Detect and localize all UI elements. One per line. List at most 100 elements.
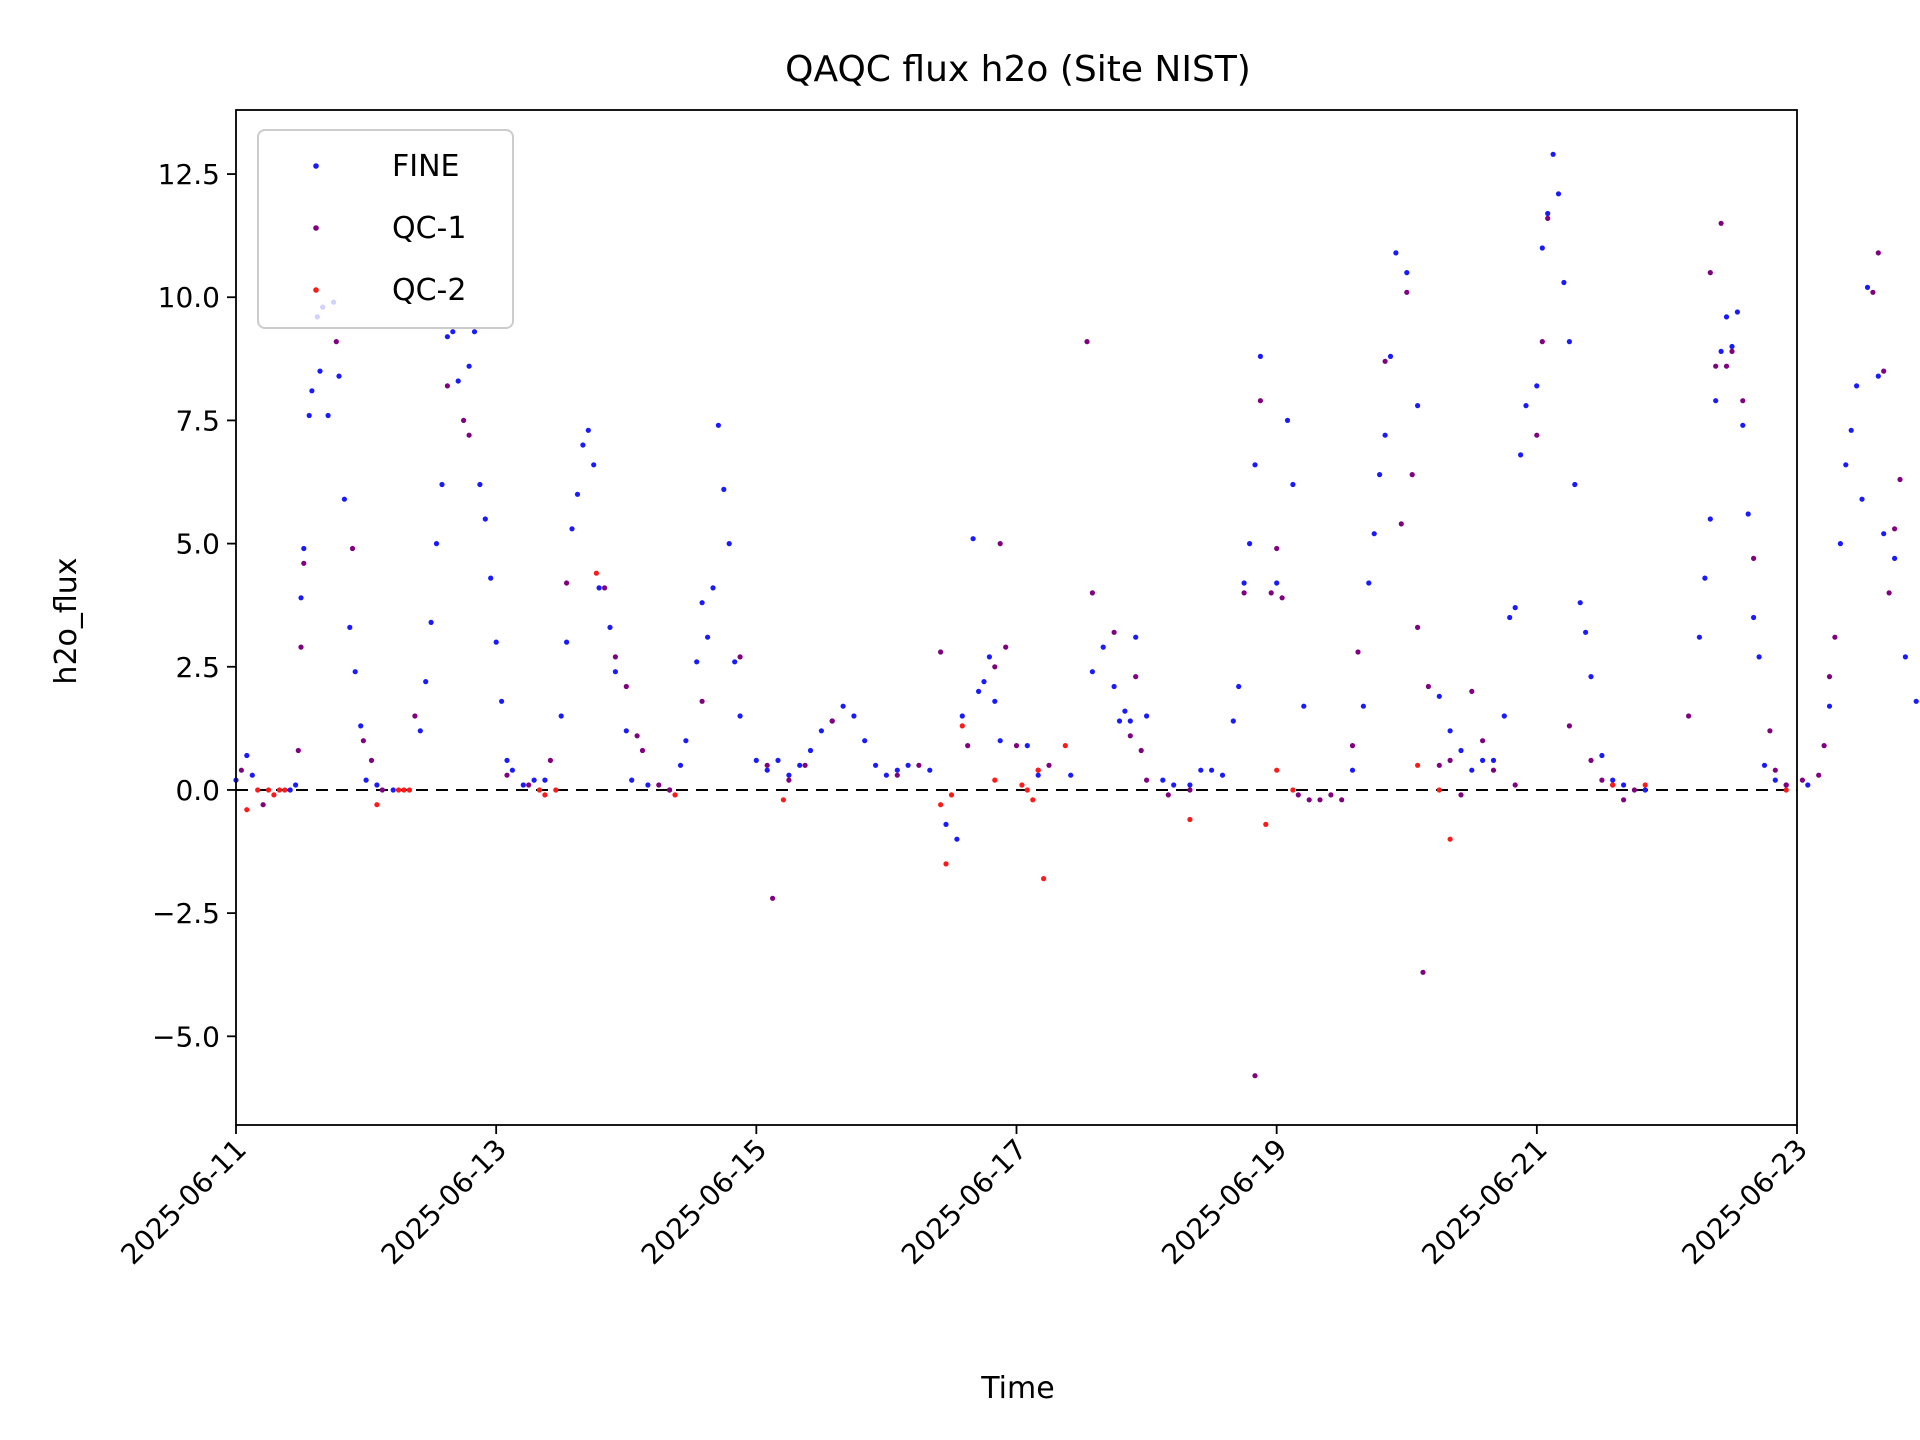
data-point bbox=[306, 412, 312, 419]
data-point bbox=[1328, 792, 1334, 798]
data-point bbox=[1854, 383, 1860, 389]
data-point bbox=[699, 698, 705, 704]
data-point bbox=[1469, 688, 1475, 695]
data-point bbox=[1447, 836, 1453, 842]
data-point bbox=[1826, 674, 1833, 680]
data-point bbox=[450, 329, 456, 335]
data-point bbox=[667, 787, 673, 793]
data-point bbox=[1458, 747, 1464, 754]
data-point bbox=[1621, 782, 1627, 788]
data-point bbox=[265, 787, 272, 793]
data-point bbox=[1382, 358, 1388, 364]
data-point bbox=[271, 792, 277, 798]
data-point bbox=[1507, 614, 1513, 621]
data-point bbox=[786, 772, 792, 778]
data-point bbox=[325, 412, 331, 419]
data-point bbox=[775, 757, 781, 764]
data-point bbox=[1420, 969, 1426, 975]
data-point bbox=[1393, 250, 1399, 256]
data-point bbox=[379, 787, 385, 793]
data-point bbox=[1089, 590, 1095, 596]
data-point bbox=[1447, 757, 1453, 764]
data-point bbox=[715, 422, 722, 428]
data-point bbox=[1404, 289, 1410, 295]
data-point bbox=[1772, 767, 1778, 773]
data-point bbox=[1848, 427, 1854, 433]
data-point bbox=[1588, 757, 1594, 764]
data-point bbox=[737, 713, 743, 719]
data-point bbox=[461, 417, 467, 423]
data-point bbox=[287, 787, 293, 793]
series-qc-1 bbox=[238, 215, 1903, 1079]
data-point bbox=[1518, 452, 1524, 458]
data-point bbox=[1284, 417, 1291, 423]
data-point bbox=[423, 679, 429, 685]
data-point bbox=[883, 772, 890, 778]
data-point bbox=[1127, 733, 1133, 739]
data-point bbox=[1512, 605, 1518, 611]
data-point bbox=[1447, 728, 1453, 734]
data-point bbox=[520, 782, 526, 788]
data-point bbox=[1642, 787, 1648, 793]
data-point bbox=[1621, 797, 1627, 803]
data-point bbox=[1723, 363, 1730, 369]
data-point bbox=[1241, 580, 1247, 586]
data-point bbox=[1089, 669, 1095, 675]
y-tick-label: 12.5 bbox=[158, 158, 220, 191]
data-point bbox=[1729, 343, 1735, 350]
data-point bbox=[1566, 723, 1572, 729]
data-point bbox=[645, 782, 651, 788]
data-point bbox=[607, 624, 613, 631]
data-point bbox=[1247, 541, 1253, 547]
data-point bbox=[1219, 772, 1226, 778]
data-point bbox=[1805, 782, 1811, 788]
chart-title: QAQC flux h2o (Site NIST) bbox=[785, 49, 1251, 90]
data-point bbox=[981, 679, 987, 685]
data-point bbox=[1501, 713, 1507, 719]
data-point bbox=[1187, 816, 1193, 823]
data-point bbox=[1566, 339, 1572, 345]
data-point bbox=[1881, 368, 1887, 374]
data-point bbox=[1198, 767, 1204, 773]
data-point bbox=[1892, 555, 1898, 562]
data-point bbox=[1799, 777, 1805, 783]
data-point bbox=[1003, 644, 1009, 650]
data-point bbox=[1013, 743, 1020, 749]
data-point bbox=[965, 743, 971, 749]
data-point bbox=[1723, 314, 1730, 320]
data-point bbox=[466, 363, 472, 369]
data-point bbox=[360, 738, 366, 744]
data-point bbox=[1897, 476, 1903, 483]
data-point bbox=[1436, 693, 1442, 699]
data-point bbox=[1024, 787, 1030, 793]
data-point bbox=[255, 787, 261, 793]
data-point bbox=[737, 654, 743, 660]
data-point bbox=[1187, 787, 1193, 793]
data-point bbox=[1144, 713, 1150, 719]
data-point bbox=[1187, 782, 1193, 788]
data-point bbox=[786, 777, 792, 783]
data-point bbox=[1339, 797, 1345, 803]
data-point bbox=[564, 580, 570, 586]
data-point bbox=[694, 659, 700, 665]
data-point bbox=[1577, 600, 1583, 606]
data-point bbox=[1019, 782, 1025, 788]
data-point bbox=[1588, 674, 1594, 680]
data-point bbox=[542, 777, 548, 783]
data-point bbox=[1133, 674, 1139, 680]
data-point bbox=[569, 526, 575, 532]
data-point bbox=[1209, 767, 1215, 773]
data-point bbox=[797, 762, 803, 768]
data-point bbox=[938, 802, 944, 808]
data-point bbox=[1756, 654, 1762, 660]
data-point bbox=[1349, 767, 1356, 773]
y-tick-label: 0.0 bbox=[175, 774, 220, 807]
data-point bbox=[1740, 398, 1746, 404]
data-point bbox=[309, 388, 315, 394]
data-point bbox=[1875, 373, 1881, 379]
data-point bbox=[390, 787, 396, 793]
legend: FINE QC-1 QC-2 bbox=[257, 129, 514, 329]
data-point bbox=[1469, 767, 1475, 773]
data-point bbox=[542, 792, 548, 798]
data-point bbox=[1144, 777, 1150, 783]
